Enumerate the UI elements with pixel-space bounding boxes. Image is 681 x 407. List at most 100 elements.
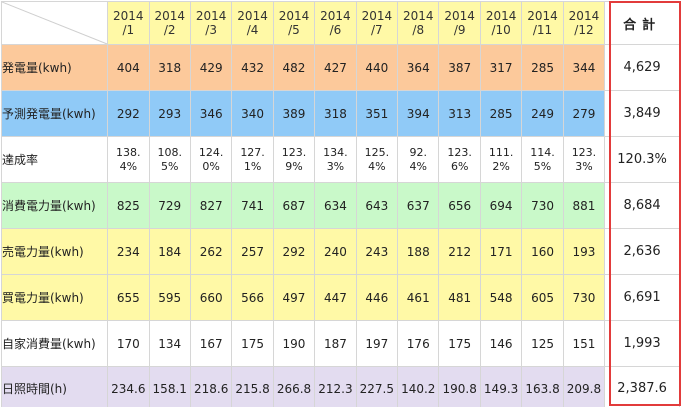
table-cell: 266.8	[272, 366, 316, 407]
table-row: 達成率 138. 4% 108. 5% 124. 0% 127. 1% 123. 9% 1…	[0, 136, 680, 183]
table-row: 自家消費量(kwh) 170 134 167 175 190 187 197 1…	[0, 320, 680, 367]
month-header: 2014/7	[355, 1, 399, 45]
table-cell: 134	[148, 320, 191, 367]
table-cell: 209.8	[562, 366, 606, 407]
table-cell: 170	[107, 320, 150, 367]
table-cell: 432	[231, 44, 274, 91]
total-cell: 4,629	[604, 44, 680, 91]
total-cell: 2,387.6	[604, 366, 680, 407]
table-cell: 566	[231, 274, 274, 321]
month-header: 2014/2	[148, 1, 191, 45]
table-cell: 694	[479, 182, 523, 229]
table-cell: 656	[438, 182, 481, 229]
row-label: 売電力量(kwh)	[0, 228, 109, 275]
table-cell: 175	[438, 320, 481, 367]
table-cell: 151	[562, 320, 606, 367]
corner-cell	[0, 1, 109, 45]
month-header: 2014/5	[272, 1, 316, 45]
total-cell: 120.3%	[604, 136, 680, 183]
table-cell: 634	[314, 182, 357, 229]
header-row: 2014/1 2014/2 2014/3 2014/4 2014/5 2014/…	[0, 1, 680, 45]
month-header: 2014/4	[231, 1, 274, 45]
row-label: 予測発電量(kwh)	[0, 90, 109, 137]
table-cell: 394	[397, 90, 440, 137]
total-header: 合計	[604, 1, 680, 45]
table-cell: 447	[314, 274, 357, 321]
table-cell: 92. 4%	[397, 136, 440, 183]
table-cell: 184	[148, 228, 191, 275]
table-cell: 827	[189, 182, 233, 229]
table-cell: 127. 1%	[231, 136, 274, 183]
table-cell: 125. 4%	[355, 136, 399, 183]
table-cell: 149.3	[479, 366, 523, 407]
table-row: 売電力量(kwh) 234 184 262 257 292 240 243 18…	[0, 228, 680, 275]
month-header: 2014/8	[397, 1, 440, 45]
month-header: 2014/12	[562, 1, 606, 45]
total-cell: 1,993	[604, 320, 680, 367]
table-cell: 313	[438, 90, 481, 137]
table-cell: 138. 4%	[107, 136, 150, 183]
table-row: 日照時間(h) 234.6 158.1 218.6 215.8 266.8 21…	[0, 366, 680, 407]
table-cell: 123. 6%	[438, 136, 481, 183]
row-label: 買電力量(kwh)	[0, 274, 109, 321]
row-label: 日照時間(h)	[0, 366, 109, 407]
total-cell: 2,636	[604, 228, 680, 275]
table-cell: 188	[397, 228, 440, 275]
table-cell: 497	[272, 274, 316, 321]
table-cell: 212	[438, 228, 481, 275]
table-cell: 140.2	[397, 366, 440, 407]
table-cell: 404	[107, 44, 150, 91]
diagonal-line	[2, 2, 107, 44]
table-cell: 158.1	[148, 366, 191, 407]
month-header: 2014/1	[107, 1, 150, 45]
table-cell: 730	[521, 182, 564, 229]
table-cell: 655	[107, 274, 150, 321]
table-cell: 605	[521, 274, 564, 321]
table-cell: 387	[438, 44, 481, 91]
table-cell: 123. 3%	[562, 136, 606, 183]
table-cell: 482	[272, 44, 316, 91]
table-cell: 234	[107, 228, 150, 275]
table-cell: 212.3	[314, 366, 357, 407]
table-cell: 160	[521, 228, 564, 275]
total-cell: 3,849	[604, 90, 680, 137]
table-cell: 660	[189, 274, 233, 321]
row-label: 消費電力量(kwh)	[0, 182, 109, 229]
table-cell: 351	[355, 90, 399, 137]
table-cell: 881	[562, 182, 606, 229]
table-cell: 167	[189, 320, 233, 367]
table-cell: 318	[148, 44, 191, 91]
table-cell: 163.8	[521, 366, 564, 407]
table-cell: 175	[231, 320, 274, 367]
table-cell: 429	[189, 44, 233, 91]
table-row: 買電力量(kwh) 655 595 660 566 497 447 446 46…	[0, 274, 680, 321]
table-cell: 125	[521, 320, 564, 367]
table-row: 発電量(kwh) 404 318 429 432 482 427 440 364…	[0, 44, 680, 91]
month-header: 2014/9	[438, 1, 481, 45]
table-cell: 108. 5%	[148, 136, 191, 183]
table-cell: 190	[272, 320, 316, 367]
table-cell: 481	[438, 274, 481, 321]
month-header: 2014/3	[189, 1, 233, 45]
table-cell: 346	[189, 90, 233, 137]
table-cell: 548	[479, 274, 523, 321]
table-cell: 440	[355, 44, 399, 91]
table-cell: 344	[562, 44, 606, 91]
month-header: 2014/11	[521, 1, 564, 45]
month-header: 2014/10	[479, 1, 523, 45]
table-cell: 729	[148, 182, 191, 229]
table-cell: 146	[479, 320, 523, 367]
table-cell: 317	[479, 44, 523, 91]
table-cell: 240	[314, 228, 357, 275]
table-cell: 364	[397, 44, 440, 91]
table-cell: 461	[397, 274, 440, 321]
table-cell: 427	[314, 44, 357, 91]
table-cell: 171	[479, 228, 523, 275]
table-cell: 637	[397, 182, 440, 229]
table-cell: 176	[397, 320, 440, 367]
table-cell: 285	[479, 90, 523, 137]
table-cell: 124. 0%	[189, 136, 233, 183]
table-cell: 187	[314, 320, 357, 367]
